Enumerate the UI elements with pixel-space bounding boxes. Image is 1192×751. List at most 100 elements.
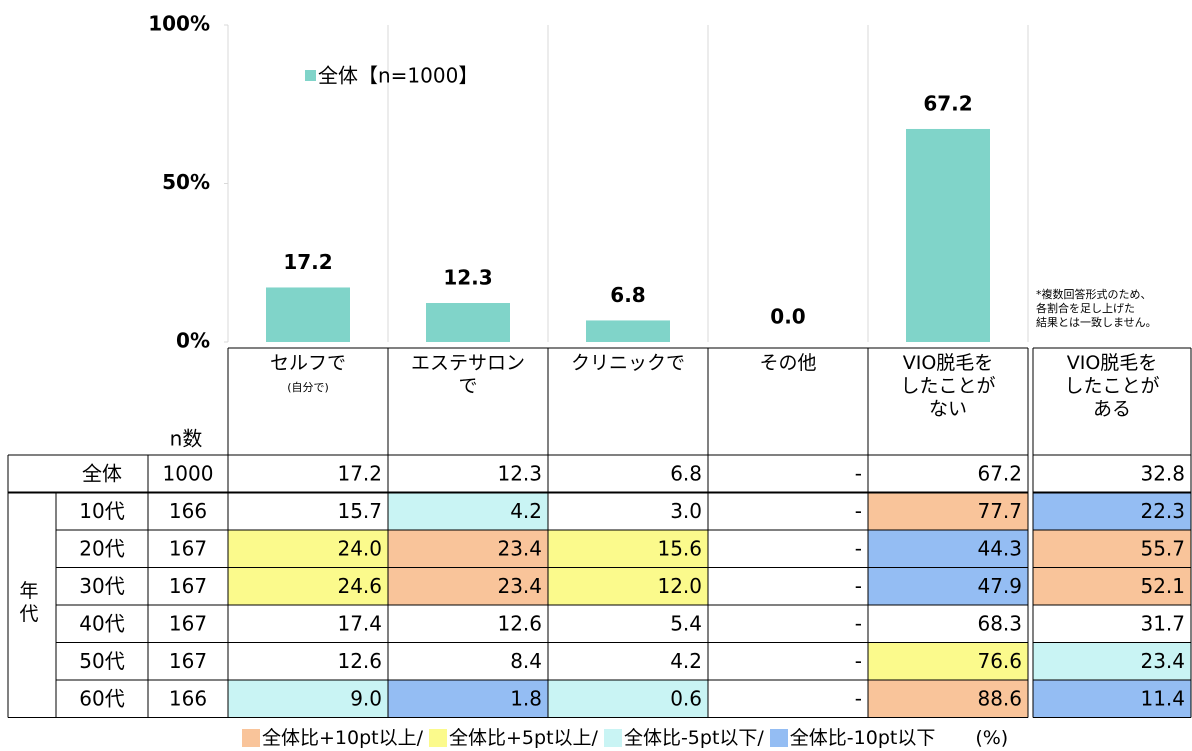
cell-highlight	[868, 567, 1028, 605]
legend-label: 全体比+10pt以上/	[262, 727, 424, 749]
cell-value: 24.0	[337, 536, 382, 560]
cell-value: -	[855, 574, 862, 598]
cell-value: 12.0	[657, 574, 702, 598]
cell-value: 77.7	[977, 499, 1022, 523]
cell-value: 23.4	[497, 574, 542, 598]
row-n: 167	[169, 649, 207, 673]
row-n: 167	[169, 574, 207, 598]
note: *複数回答形式のため、 各割合を足し上げた 結果とは一致しません。	[1036, 288, 1157, 329]
cell-highlight	[868, 642, 1028, 680]
cell-value: 9.0	[350, 686, 382, 710]
legend-label: 全体比+5pt以上/	[449, 727, 598, 749]
cell-value: 4.2	[670, 649, 702, 673]
cell-value: 47.9	[977, 574, 1022, 598]
category-label: VIO脱毛を したことが ない	[900, 352, 996, 420]
row-label: 40代	[79, 611, 124, 635]
row-label: 全体	[82, 461, 122, 485]
cell-value: -	[855, 499, 862, 523]
cell-value: 15.6	[657, 536, 702, 560]
cell-value: 5.4	[670, 611, 702, 635]
legend-label: 全体比-10pt以下	[789, 727, 936, 749]
highlight-legend: 全体比+10pt以上/全体比+5pt以上/全体比-5pt以下/全体比-10pt以…	[236, 727, 1008, 749]
row-label: 50代	[79, 649, 124, 673]
cell-highlight	[228, 680, 388, 718]
bar	[266, 287, 350, 342]
y-tick-label: 50%	[162, 170, 210, 194]
cell-value: 6.8	[670, 461, 702, 485]
row-n: 166	[169, 686, 207, 710]
value-label: 17.2	[283, 250, 332, 274]
group-label: 年代	[19, 580, 39, 625]
row-n: 166	[169, 499, 207, 523]
cell-highlight	[1033, 530, 1191, 568]
legend-swatch	[305, 70, 316, 81]
cell-value: 1.8	[510, 686, 542, 710]
cell-value: 4.2	[510, 499, 542, 523]
cell-highlight	[548, 567, 708, 605]
cell-highlight	[388, 567, 548, 605]
unit-label: (%)	[975, 727, 1009, 749]
cell-value: 52.1	[1140, 574, 1185, 598]
cell-value: 88.6	[977, 686, 1022, 710]
cell-value: 11.4	[1140, 686, 1185, 710]
cell-value: 23.4	[497, 536, 542, 560]
value-label: 67.2	[923, 91, 972, 115]
cell-value: -	[855, 611, 862, 635]
category-label: エステサロン で	[410, 352, 525, 397]
y-tick-label: 100%	[148, 12, 210, 36]
value-label: 0.0	[770, 305, 805, 329]
cell-highlight	[1033, 492, 1191, 530]
cell-value: 23.4	[1140, 649, 1185, 673]
category-sublabel: (自分で)	[287, 381, 329, 394]
cell-value: 44.3	[977, 536, 1022, 560]
cell-value: 76.6	[977, 649, 1022, 673]
cell-value: -	[855, 649, 862, 673]
cell-highlight	[388, 680, 548, 718]
cell-highlight	[1033, 567, 1191, 605]
extra-column-header: VIO脱毛を したことが ある	[1064, 352, 1160, 420]
cell-value: 12.3	[497, 461, 542, 485]
cell-highlight	[1033, 680, 1191, 718]
cell-value: 55.7	[1140, 536, 1185, 560]
legend-swatch	[769, 729, 788, 747]
value-label: 6.8	[610, 283, 645, 307]
cell-value: -	[855, 686, 862, 710]
cell-value: -	[855, 461, 862, 485]
cell-value: 22.3	[1140, 499, 1185, 523]
cell-value: 17.2	[337, 461, 382, 485]
row-n: 167	[169, 611, 207, 635]
n-header: n数	[170, 427, 203, 451]
cell-highlight	[868, 680, 1028, 718]
bar	[906, 128, 990, 342]
cell-highlight	[228, 567, 388, 605]
row-label: 10代	[79, 499, 124, 523]
cell-highlight	[868, 530, 1028, 568]
cell-value: 0.6	[670, 686, 702, 710]
cell-highlight	[868, 492, 1028, 530]
legend-swatch	[429, 729, 448, 747]
bar	[426, 303, 510, 342]
cell-highlight	[548, 530, 708, 568]
row-label: 60代	[79, 686, 124, 710]
cell-highlight	[228, 530, 388, 568]
cell-value: -	[855, 536, 862, 560]
cell-value: 12.6	[497, 611, 542, 635]
cell-highlight	[388, 492, 548, 530]
cell-value: 68.3	[977, 611, 1022, 635]
row-label: 20代	[79, 536, 124, 560]
cell-value: 32.8	[1140, 461, 1185, 485]
cell-highlight	[1033, 642, 1191, 680]
legend-label: 全体比-5pt以下/	[623, 727, 764, 749]
row-label: 30代	[79, 574, 124, 598]
cell-value: 15.7	[337, 499, 382, 523]
cell-value: 12.6	[337, 649, 382, 673]
legend-swatch	[603, 729, 622, 747]
value-label: 12.3	[443, 266, 492, 290]
row-n: 167	[169, 536, 207, 560]
cell-value: 67.2	[977, 461, 1022, 485]
cell-value: 8.4	[510, 649, 542, 673]
cell-value: 24.6	[337, 574, 382, 598]
cell-value: 3.0	[670, 499, 702, 523]
